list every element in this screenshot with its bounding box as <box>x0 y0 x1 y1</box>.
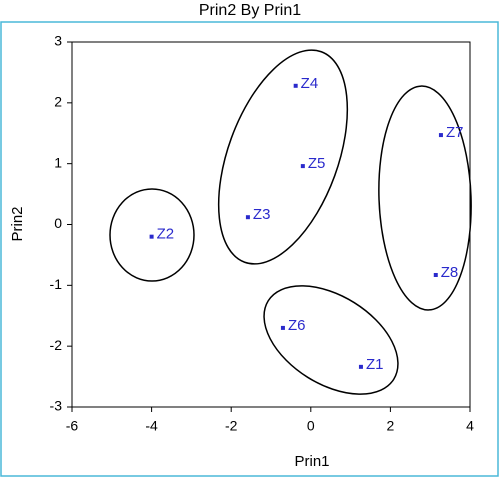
point-label: Z4 <box>301 75 319 92</box>
x-tick-label: -4 <box>145 418 158 434</box>
ellipse <box>378 85 472 311</box>
ellipses <box>109 49 472 395</box>
ellipse <box>109 188 195 282</box>
y-tick-label: -1 <box>50 276 63 292</box>
x-tick-label: -2 <box>225 418 238 434</box>
chart-title: Prin2 By Prin1 <box>199 2 301 19</box>
point-label: Z3 <box>253 206 271 223</box>
point <box>149 234 154 239</box>
point-label: Z5 <box>308 155 326 172</box>
y-tick-label: 2 <box>54 94 62 110</box>
y-tick-label: -2 <box>50 337 63 353</box>
plot-area <box>71 41 471 408</box>
x-axis-label: Prin1 <box>294 453 329 470</box>
x-tick-label: -6 <box>66 418 79 434</box>
x-tick-label: 4 <box>466 418 474 434</box>
frame <box>0 21 499 477</box>
point-label: Z8 <box>441 264 459 281</box>
point-label: Z1 <box>366 356 384 373</box>
point <box>280 325 285 330</box>
point <box>300 164 305 169</box>
y-tick-label: 1 <box>54 154 62 170</box>
x-tick-label: 2 <box>387 418 395 434</box>
point <box>433 272 438 277</box>
x-tick-label: 0 <box>307 418 315 434</box>
point <box>245 215 250 220</box>
ellipse <box>263 285 399 395</box>
point <box>438 133 443 138</box>
point-label: Z2 <box>157 226 175 243</box>
point <box>293 83 298 88</box>
y-tick-label: 3 <box>54 33 62 49</box>
ellipse <box>217 49 349 265</box>
point <box>358 364 363 369</box>
y-tick-label: -3 <box>50 398 63 414</box>
y-axis-label: Prin2 <box>9 206 26 241</box>
point-label: Z6 <box>288 317 306 334</box>
y-tick-label: 0 <box>54 215 62 231</box>
point-label: Z7 <box>446 124 464 141</box>
